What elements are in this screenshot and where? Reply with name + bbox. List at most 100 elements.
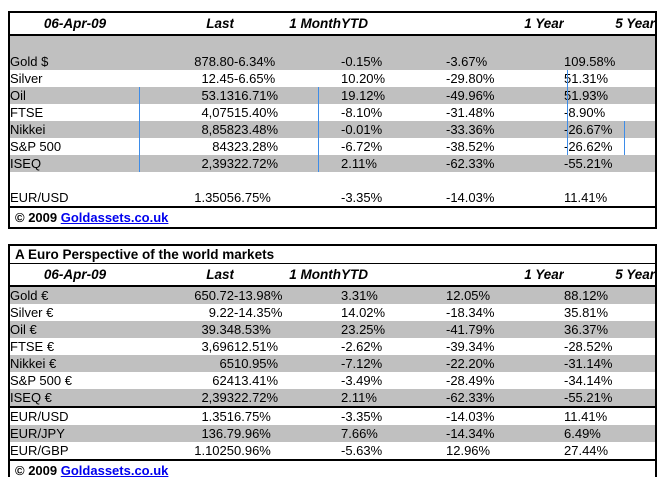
cell-value: 6.49% [564,425,657,442]
column-header-1year: 1 Year [524,16,564,31]
euro-markets-section: A Euro Perspective of the world markets … [8,244,658,477]
cell-value: -33.36% [446,121,564,138]
cell-value: -3.67% [446,53,564,70]
row-label: S&P 500 € [10,373,72,388]
cell-value: 12.05% [446,286,564,304]
cell-value: 0.96% [234,443,271,458]
cell-value: 1.1025 [194,443,234,458]
column-header-ytd: YTD [341,267,368,282]
copyright-text: © 2009 [15,210,58,225]
cell-value: -14.34% [446,425,564,442]
cell-value [234,172,341,189]
column-header-last: Last [206,16,234,31]
row-label: EUR/USD [10,409,69,424]
cell-value: 23.25% [341,321,446,338]
cell-value [140,35,234,53]
cell-value [564,172,656,189]
column-header-1year: 1 Year [524,267,564,282]
cell-value: 9.96% [234,425,341,442]
euro-table-footer: © 2009 Goldassets.co.uk [9,459,657,477]
cell-value: -55.21% [564,155,656,172]
cell-value: -49.96% [446,87,564,104]
cell-value: -14.03% [446,190,495,205]
cell-value [140,172,234,189]
table-row: ISEQ 2,393 22.72% 2.11% -62.33% -55.21% [9,155,656,172]
row-label: Silver [10,71,43,86]
cell-value: 1.351 [201,409,234,424]
cell-value: -28.52% [564,339,613,354]
usd-markets-section: 06-Apr-09 Last 1 Month YTD 1 Year 5 Year… [8,11,657,229]
cell-value: -8.90% [564,105,606,120]
usd-table-footer: © 2009 Goldassets.co.uk [9,206,656,228]
row-label: EUR/USD [10,190,69,205]
cell-value: 2.11% [341,389,446,407]
cell-value: -3.35% [341,409,383,424]
column-header-5year: 5 Year [615,267,656,282]
cell-value: -62.33% [446,389,564,407]
cell-value: 136.7 [140,425,234,442]
copyright-text: © 2009 [15,463,58,477]
cell-value [341,172,446,189]
cell-value: -26.67% [564,121,656,138]
table-row: ISEQ €2,393 22.72% 2.11% -62.33% -55.21% [9,389,657,407]
table-row: EUR/JPY 136.7 9.96% 7.66% -14.34% 6.49% [9,425,657,442]
cell-value: 22.72% [234,389,341,407]
cell-value: 843 [212,139,234,154]
cell-value: -22.20% [446,355,564,372]
row-label: EUR/GBP [10,443,69,458]
cell-value: 16.71% [234,87,341,104]
cell-value: 88.12% [564,286,657,304]
cell-value: 12.51% [234,339,279,354]
cell-value: 36.37% [564,321,657,338]
row-label: Gold € [9,286,140,304]
cell-value: 650.72 [140,286,234,304]
usd-table-header-row: 06-Apr-09 Last 1 Month YTD 1 Year 5 Year [9,12,656,35]
cell-value: -0.15% [341,53,446,70]
cell-value: 65 [140,355,234,372]
cell-value: 2,393 [140,389,234,407]
table-row: EUR/USD 1.3505 6.75% -3.35% -14.03% 11.41% [9,189,656,207]
cell-value: 39.34 [140,321,234,338]
date-header: 06-Apr-09 [43,16,107,31]
cell-value: 51.31% [564,71,609,86]
column-header-ytd: YTD [341,16,368,31]
cell-value [446,172,564,189]
cell-value: 1.3505 [194,190,234,205]
cell-value: 13.41% [234,373,279,388]
cell-value: -3.35% [341,190,383,205]
row-label: Nikkei € [9,355,140,372]
cell-value: -26.62% [564,139,613,154]
goldassets-link[interactable]: Goldassets.co.uk [60,463,169,477]
cell-value: -8.10% [341,105,383,120]
cell-value: 35.81% [564,305,609,320]
cell-value: -31.14% [564,355,657,372]
table-row: EUR/GBP 1.1025 0.96% -5.63% 12.96% 27.44% [9,442,656,460]
cell-value: 8,858 [140,121,234,138]
row-label: S&P 500 [10,139,62,154]
spacer-row [9,35,656,53]
cell-value: 3.31% [341,286,446,304]
table-row: Nikkei 8,858 23.48% -0.01% -33.36% -26.67% [9,121,656,138]
cell-value: 53.13 [140,87,234,104]
cell-value: -13.98% [234,286,341,304]
goldassets-link[interactable]: Goldassets.co.uk [60,210,169,225]
row-label: Oil [9,87,140,104]
table-row: Oil 53.13 16.71% 19.12% -49.96% 51.93% [9,87,656,104]
row-label: EUR/JPY [9,425,140,442]
column-header-last: Last [206,267,234,282]
cell-value: -3.49% [341,373,383,388]
cell-value: -5.63% [341,443,383,458]
cell-value: -18.34% [446,305,495,320]
table-row: FTSE 4,075 15.40% -8.10% -31.48% -8.90% [9,104,656,121]
cell-value: 624 [212,373,234,388]
cell-value: 23.28% [234,139,279,154]
row-label: Gold $ [9,53,140,70]
cell-value: 2.11% [341,155,446,172]
cell-value [564,35,656,53]
column-header-1month: 1 Month [289,267,341,282]
cell-value: 6.75% [234,409,271,424]
cell-value: -6.34% [234,53,341,70]
cell-value: -29.80% [446,71,495,86]
cell-value: 19.12% [341,87,446,104]
row-label [9,35,140,53]
